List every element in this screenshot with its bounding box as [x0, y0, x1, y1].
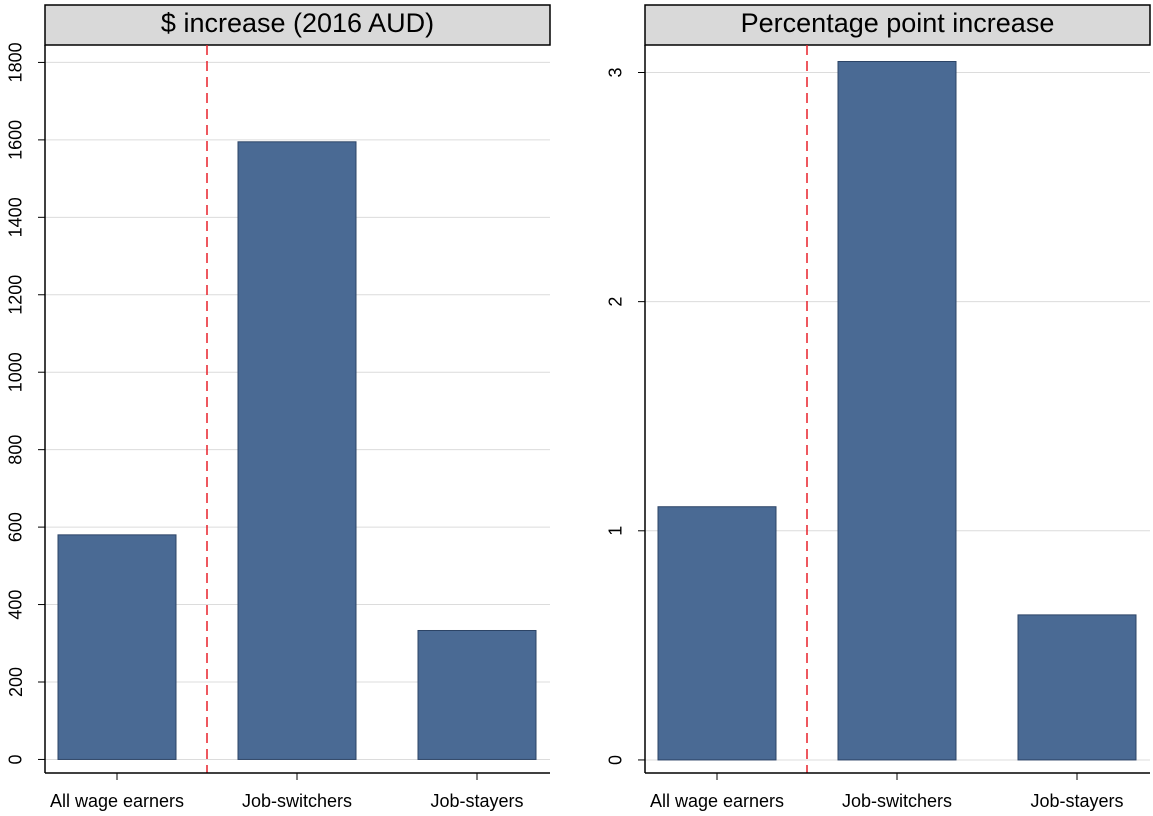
x-tick-label: All wage earners	[50, 791, 184, 811]
y-tick-label: 1200	[6, 275, 26, 315]
y-tick-label: 0	[6, 754, 26, 764]
y-tick-label: 1600	[6, 120, 26, 160]
y-tick-label: 600	[6, 512, 26, 542]
bar	[417, 629, 537, 760]
y-tick-label: 2	[606, 297, 626, 307]
y-tick-label: 800	[6, 435, 26, 465]
y-tick-label: 1400	[6, 197, 26, 237]
panel-header	[44, 4, 551, 46]
panel-title: Percentage point increase	[741, 8, 1055, 38]
x-tick-label: All wage earners	[650, 791, 784, 811]
x-tick-label: Job-switchers	[842, 791, 952, 811]
y-tick-label: 1000	[6, 352, 26, 392]
panel-header	[644, 4, 1151, 46]
y-tick-label: 0	[606, 755, 626, 765]
bar	[57, 534, 177, 760]
y-tick-label: 3	[606, 67, 626, 77]
y-tick-label: 200	[6, 667, 26, 697]
x-tick-label: Job-switchers	[242, 791, 352, 811]
x-tick-label: Job-stayers	[1030, 791, 1123, 811]
x-tick-label: Job-stayers	[430, 791, 523, 811]
panel-title: $ increase (2016 AUD)	[161, 8, 434, 38]
bar	[237, 141, 357, 760]
y-tick-label: 1800	[6, 42, 26, 82]
y-tick-label: 1	[606, 526, 626, 536]
bar	[837, 60, 957, 761]
bar	[657, 506, 777, 761]
y-tick-label: 400	[6, 590, 26, 620]
bar	[1017, 614, 1137, 761]
